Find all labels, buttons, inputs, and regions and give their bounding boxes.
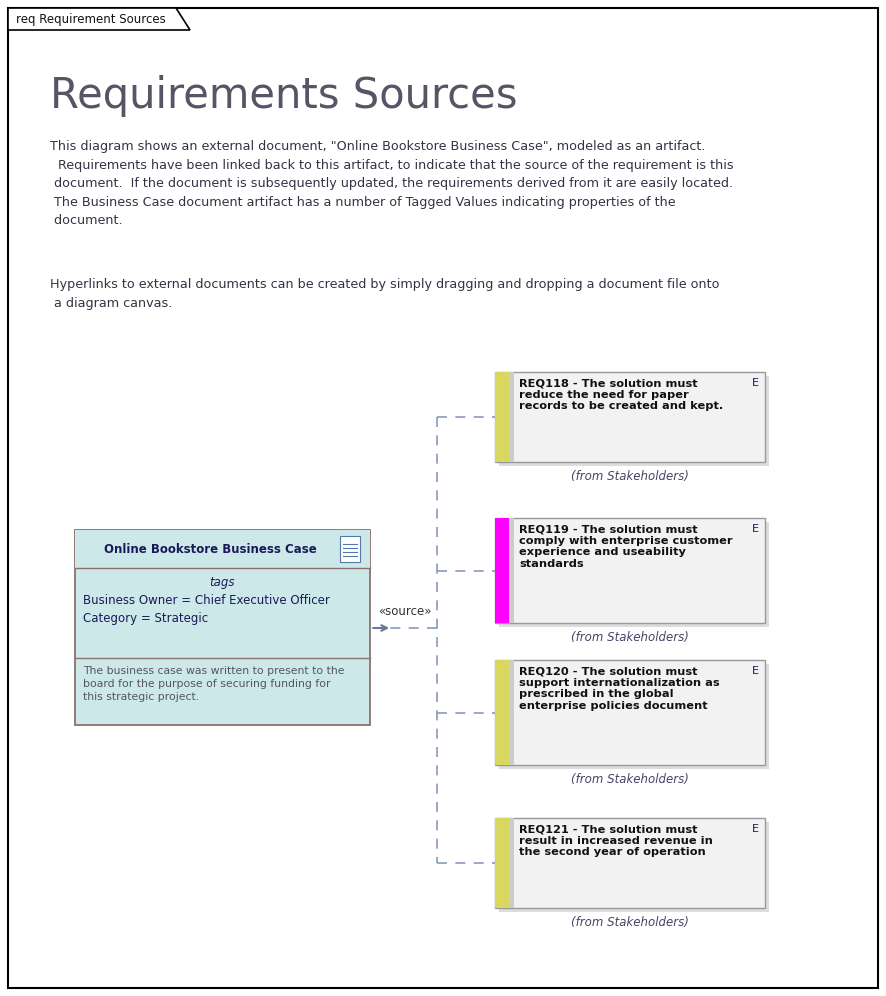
- Text: (from Stakeholders): (from Stakeholders): [571, 631, 689, 644]
- Text: E: E: [752, 378, 759, 388]
- Bar: [75, 530, 370, 568]
- Bar: [509, 818, 514, 908]
- Text: The business case was written to present to the
board for the purpose of securin: The business case was written to present…: [83, 666, 345, 702]
- Bar: [495, 518, 765, 623]
- Text: req Requirement Sources: req Requirement Sources: [16, 13, 166, 26]
- Bar: [499, 822, 769, 912]
- Text: E: E: [752, 666, 759, 676]
- Text: REQ119 - The solution must
comply with enterprise customer
experience and useabi: REQ119 - The solution must comply with e…: [519, 524, 733, 569]
- Text: (from Stakeholders): (from Stakeholders): [571, 773, 689, 786]
- Bar: [495, 660, 509, 765]
- Text: E: E: [752, 824, 759, 834]
- Text: Online Bookstore Business Case: Online Bookstore Business Case: [105, 543, 317, 556]
- Text: This diagram shows an external document, "Online Bookstore Business Case", model: This diagram shows an external document,…: [50, 140, 734, 227]
- Bar: [495, 518, 509, 623]
- Text: Requirements Sources: Requirements Sources: [50, 75, 517, 117]
- Text: REQ120 - The solution must
support internationalization as
prescribed in the glo: REQ120 - The solution must support inter…: [519, 666, 719, 711]
- Bar: [495, 818, 509, 908]
- Bar: [495, 660, 765, 765]
- Bar: [499, 664, 769, 769]
- Bar: [509, 660, 514, 765]
- Text: Business Owner = Chief Executive Officer: Business Owner = Chief Executive Officer: [83, 594, 330, 607]
- Text: REQ121 - The solution must
result in increased revenue in
the second year of ope: REQ121 - The solution must result in inc…: [519, 824, 713, 858]
- Bar: [509, 372, 514, 462]
- Bar: [499, 522, 769, 627]
- Text: Hyperlinks to external documents can be created by simply dragging and dropping : Hyperlinks to external documents can be …: [50, 278, 719, 310]
- Bar: [499, 376, 769, 466]
- Polygon shape: [8, 8, 190, 30]
- Bar: [495, 372, 509, 462]
- Bar: [495, 372, 765, 462]
- Text: E: E: [752, 524, 759, 534]
- Bar: [75, 530, 370, 725]
- Bar: [509, 518, 514, 623]
- Text: (from Stakeholders): (from Stakeholders): [571, 470, 689, 483]
- Text: (from Stakeholders): (from Stakeholders): [571, 916, 689, 929]
- Text: tags: tags: [210, 576, 236, 589]
- Text: REQ118 - The solution must
reduce the need for paper
records to be created and k: REQ118 - The solution must reduce the ne…: [519, 378, 723, 411]
- Bar: [340, 536, 360, 562]
- Bar: [495, 818, 765, 908]
- Text: Category = Strategic: Category = Strategic: [83, 612, 208, 625]
- Text: «source»: «source»: [378, 605, 432, 618]
